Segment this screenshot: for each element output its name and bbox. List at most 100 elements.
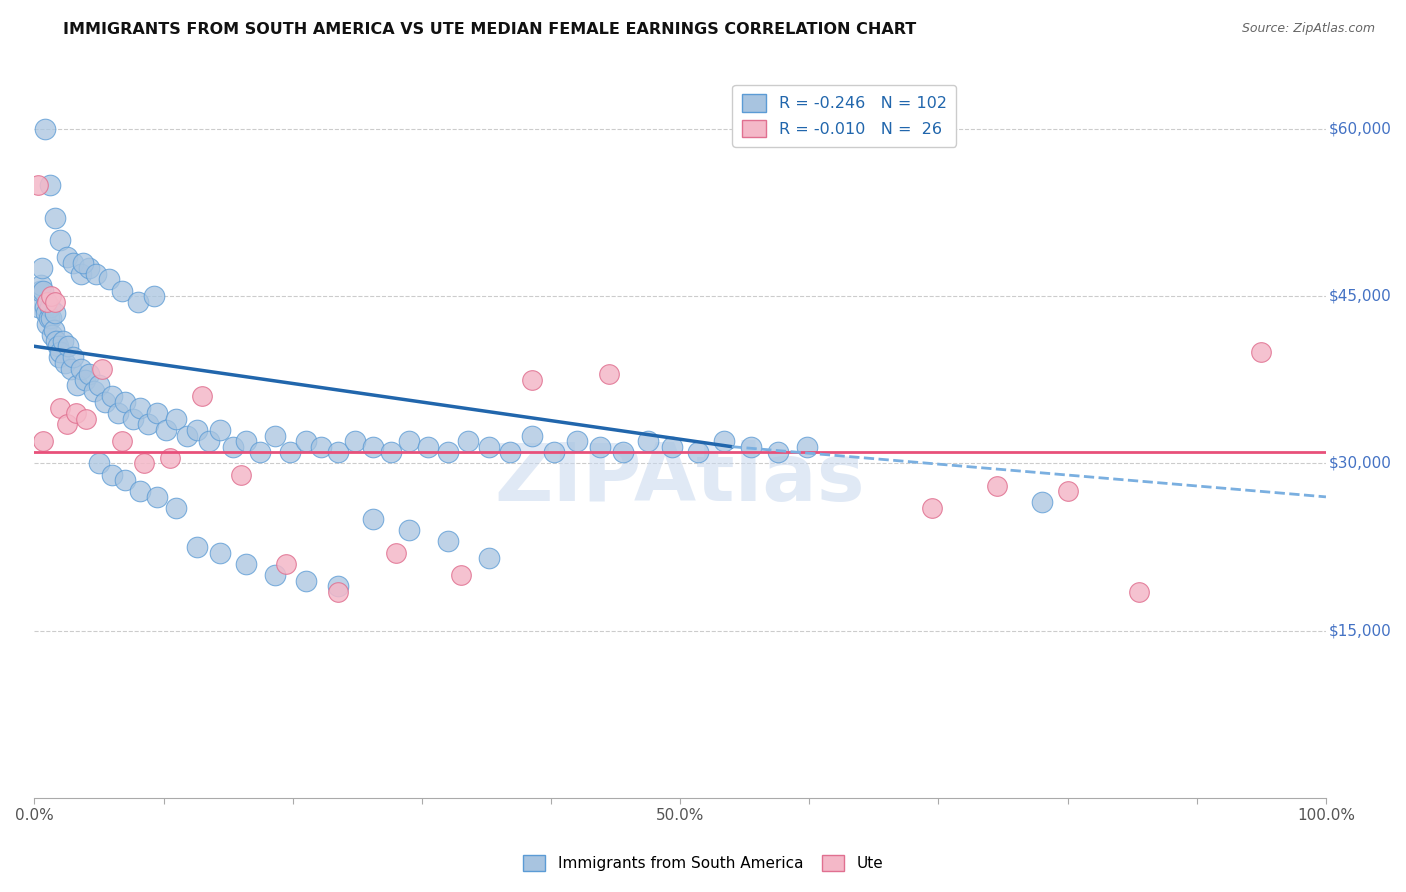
Point [235, 557, 257, 571]
Point [70, 267, 93, 281]
Point [56, 339, 79, 353]
Point [740, 440, 762, 454]
Point [129, 484, 152, 499]
Point [41, 328, 63, 343]
Point [37, 317, 59, 331]
Point [90, 361, 112, 376]
Point [209, 546, 232, 560]
Point [32, 434, 55, 449]
Point [111, 284, 134, 298]
Point [398, 524, 420, 538]
Point [343, 434, 366, 449]
Point [37, 294, 59, 309]
Point [49, 233, 72, 247]
Point [66, 378, 89, 392]
Point [235, 434, 257, 449]
Point [176, 428, 198, 442]
Point [44, 294, 66, 309]
Text: ZIPAtlas: ZIPAtlas [495, 440, 866, 518]
Point [38, 178, 60, 192]
Point [94, 395, 117, 409]
Point [1128, 584, 1150, 599]
Point [165, 501, 187, 516]
Point [42, 322, 65, 336]
Point [796, 440, 818, 454]
Point [326, 579, 349, 593]
Point [565, 434, 588, 449]
Legend: Immigrants from South America, Ute: Immigrants from South America, Ute [516, 849, 890, 877]
Point [59, 361, 82, 376]
Point [249, 445, 271, 459]
Point [32, 284, 55, 298]
Point [27, 178, 49, 192]
Point [45, 334, 67, 348]
Point [49, 344, 72, 359]
Point [361, 440, 384, 454]
Point [114, 473, 136, 487]
Point [55, 250, 77, 264]
Point [72, 255, 94, 269]
Point [278, 445, 301, 459]
Point [520, 373, 543, 387]
Point [28, 284, 51, 298]
Point [661, 440, 683, 454]
Point [436, 445, 458, 459]
Point [186, 423, 208, 437]
Point [39, 311, 62, 326]
Point [436, 534, 458, 549]
Point [121, 411, 143, 425]
Point [498, 445, 520, 459]
Point [87, 378, 110, 392]
Point [55, 417, 77, 432]
Point [361, 512, 384, 526]
Point [222, 440, 245, 454]
Point [38, 311, 60, 326]
Point [450, 568, 472, 582]
Point [598, 367, 620, 381]
Text: Source: ZipAtlas.com: Source: ZipAtlas.com [1241, 22, 1375, 36]
Point [101, 467, 124, 482]
Point [98, 272, 121, 286]
Point [186, 540, 208, 554]
Point [209, 423, 232, 437]
Text: $45,000: $45,000 [1329, 289, 1392, 303]
Point [520, 428, 543, 442]
Text: $15,000: $15,000 [1329, 624, 1392, 639]
Point [294, 434, 316, 449]
Point [612, 445, 634, 459]
Point [197, 434, 219, 449]
Point [48, 351, 70, 365]
Point [589, 440, 612, 454]
Point [83, 384, 105, 398]
Point [159, 450, 181, 465]
Point [31, 261, 53, 276]
Point [1056, 484, 1078, 499]
Point [77, 261, 100, 276]
Point [1250, 344, 1272, 359]
Point [107, 406, 129, 420]
Point [191, 389, 214, 403]
Point [62, 351, 84, 365]
Point [146, 490, 169, 504]
Point [75, 411, 97, 425]
Point [155, 423, 177, 437]
Point [688, 445, 710, 459]
Point [27, 300, 49, 314]
Text: $60,000: $60,000 [1329, 121, 1392, 136]
Point [143, 289, 166, 303]
Point [49, 401, 72, 415]
Point [478, 551, 501, 566]
Point [380, 445, 402, 459]
Point [478, 440, 501, 454]
Point [39, 289, 62, 303]
Point [77, 367, 100, 381]
Point [46, 339, 69, 353]
Point [165, 411, 187, 425]
Point [73, 373, 96, 387]
Point [309, 440, 332, 454]
Point [52, 334, 75, 348]
Point [86, 267, 108, 281]
Point [637, 434, 659, 449]
Point [418, 440, 440, 454]
Point [44, 306, 66, 320]
